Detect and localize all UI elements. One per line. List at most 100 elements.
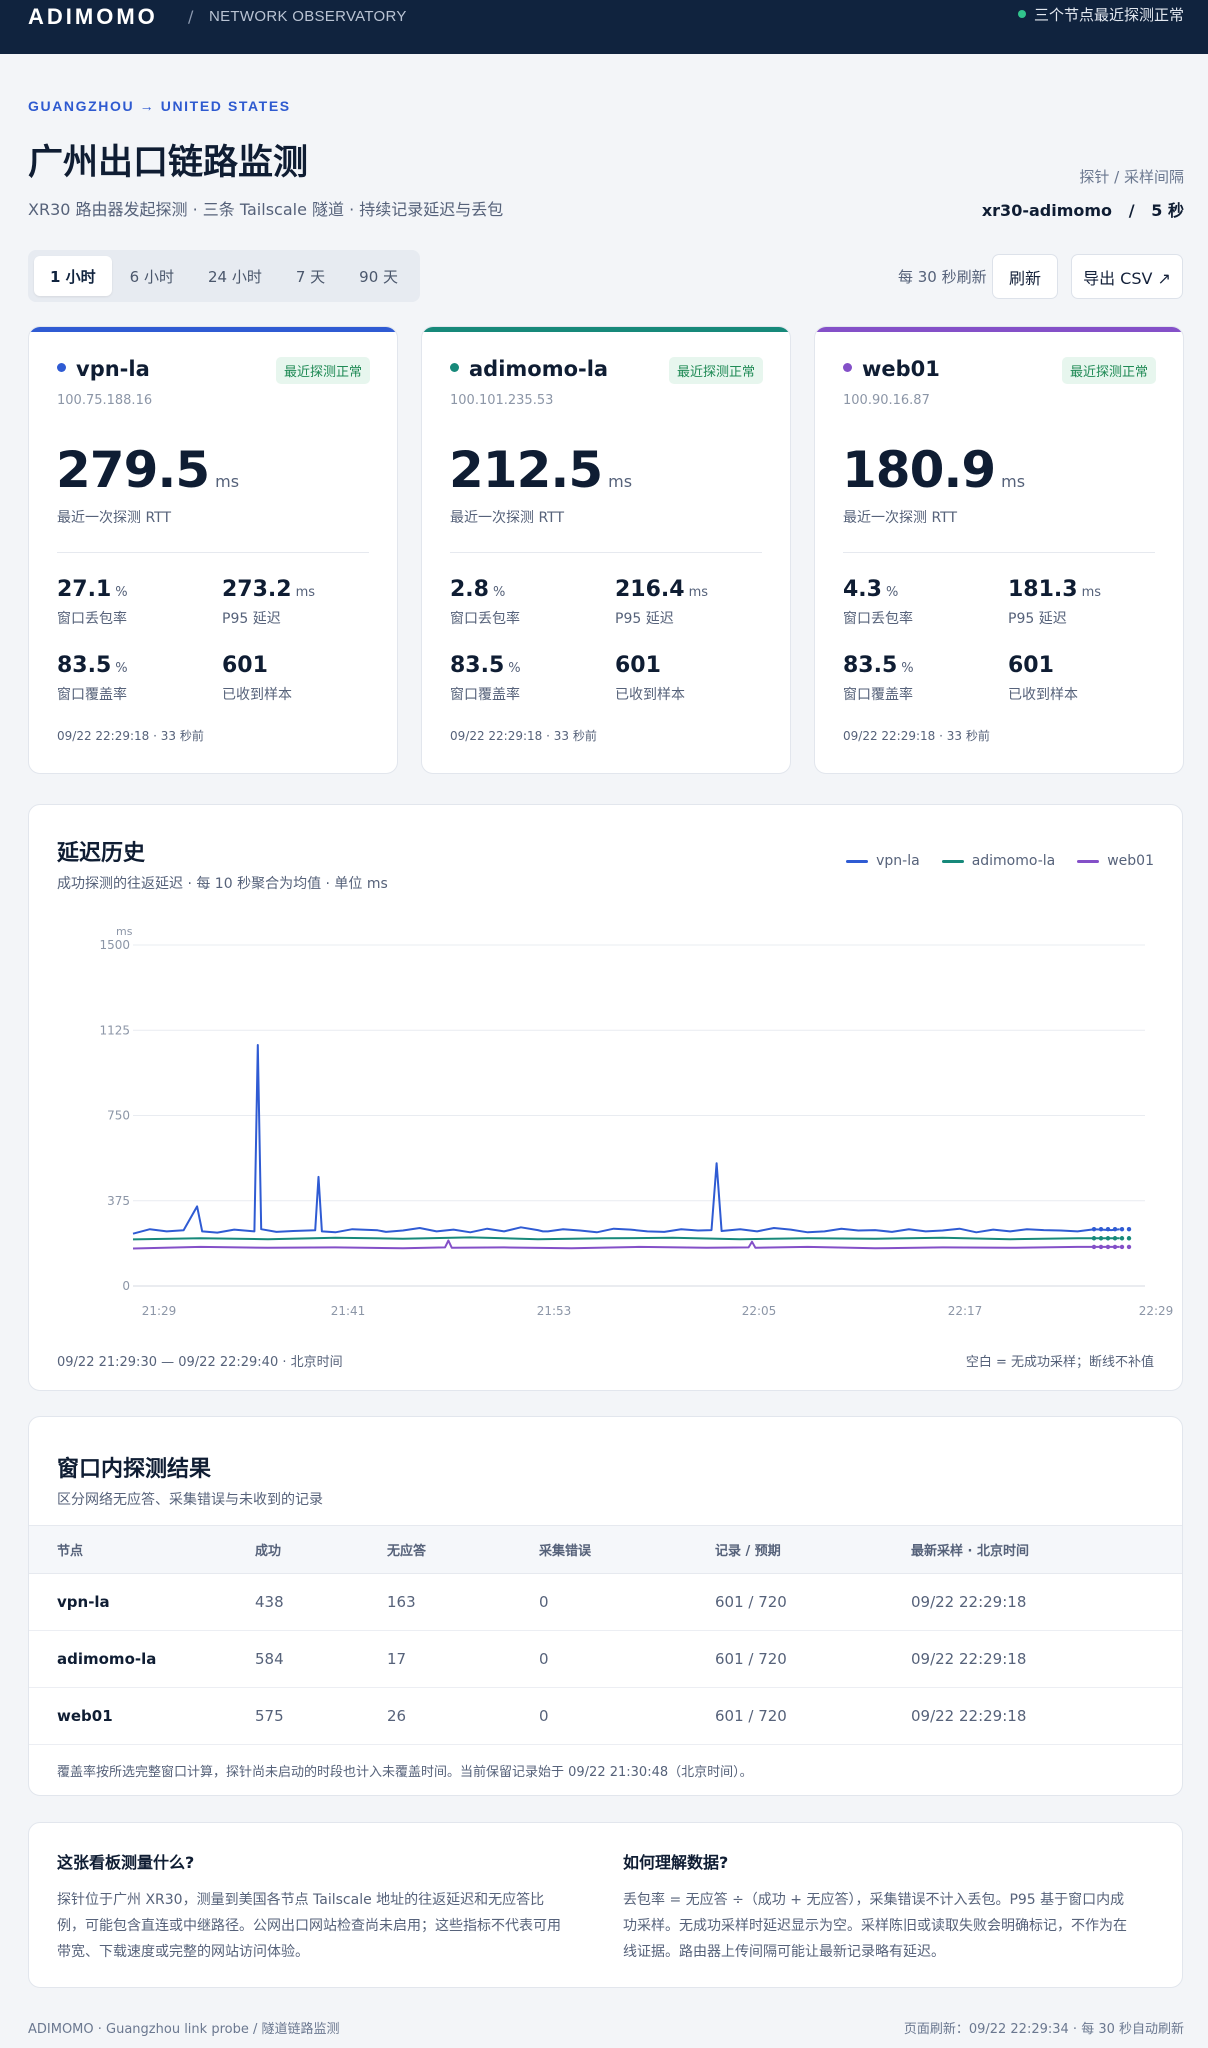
metric-label: 已收到样本 — [615, 687, 685, 703]
info-what: 这张看板测量什么? 探针位于广州 XR30，测量到美国各节点 Tailscale… — [57, 1849, 569, 1965]
brand-logo[interactable]: ADIMOMO — [28, 4, 158, 29]
series-line-vpn-la — [132, 1044, 1120, 1235]
tab-range-4[interactable]: 90 天 — [359, 267, 399, 286]
tab-range-2[interactable]: 24 小时 — [207, 267, 262, 286]
metric-value: 2.8% — [450, 577, 600, 602]
series-point-vpn-la — [1098, 1226, 1104, 1232]
metric-number: 601 — [1008, 653, 1054, 678]
metric-p95-latency: 273.2 ms P95 延迟 — [222, 577, 372, 628]
series-line-adimomo-la — [132, 1236, 1120, 1241]
legend-item-vpn-la[interactable]: vpn-la — [846, 853, 920, 869]
table-cell: 601 / 720 — [715, 1573, 911, 1631]
metric-value: 601 — [222, 653, 372, 678]
table-row: web01 575 26 0 601 / 720 09/22 22:29:18 — [29, 1687, 1182, 1745]
metric-label: 窗口覆盖率 — [450, 687, 520, 703]
metric-loss-rate: 4.3% 窗口丢包率 — [843, 577, 993, 628]
footer-right: 页面刷新：09/22 22:29:34 · 每 30 秒自动刷新 — [903, 2022, 1184, 2037]
legend-item-web01[interactable]: web01 — [1077, 853, 1154, 869]
chart-note: 空白 = 无成功采样；断线不补值 — [965, 1355, 1154, 1370]
series-point-vpn-la — [1126, 1226, 1132, 1232]
metric-coverage-rate: 83.5% 窗口覆盖率 — [450, 653, 600, 704]
metric-unit: % — [115, 585, 128, 600]
y-tick-label: 1125 — [99, 1023, 130, 1037]
metric-value: 601 — [615, 653, 765, 678]
node-rtt-value: 279.5 — [56, 441, 210, 499]
table-cell: 0 — [539, 1630, 715, 1688]
table-cell: adimomo-la — [29, 1630, 255, 1688]
latency-title: 延迟历史 — [57, 841, 146, 866]
legend-swatch — [941, 859, 964, 863]
series-point-vpn-la — [1091, 1226, 1097, 1232]
refresh-button[interactable]: 刷新 — [992, 254, 1058, 299]
footer-left: ADIMOMO · Guangzhou link probe / 隧道链路监测 — [28, 2022, 340, 2037]
node-rtt-unit: ms — [608, 472, 633, 491]
node-accent-stripe — [29, 327, 397, 332]
series-point-web01 — [1105, 1244, 1111, 1250]
time-range-tabs: 1 小时 6 小时 24 小时 7 天 90 天 — [28, 250, 421, 302]
node-last-sample: 09/22 22:29:18 · 33 秒前 — [843, 729, 990, 743]
metric-number: 83.5 — [57, 653, 112, 678]
table-cell: 09/22 22:29:18 — [911, 1573, 1182, 1631]
results-footnote: 覆盖率按所选完整窗口计算，探针尚未启动的时段也计入未覆盖时间。当前保留记录始于 … — [57, 1765, 753, 1780]
node-name-text: adimomo-la — [469, 357, 609, 381]
metric-label: 已收到样本 — [1008, 687, 1078, 703]
series-point-vpn-la — [1112, 1226, 1118, 1232]
node-accent-stripe — [422, 327, 790, 332]
status-dot-icon — [1017, 10, 1026, 18]
probe-label: 探针 / 采样间隔 — [1079, 168, 1184, 186]
metric-samples-received: 601 已收到样本 — [1008, 653, 1158, 704]
metric-value: 601 — [1008, 653, 1158, 678]
legend-label: vpn-la — [876, 853, 920, 869]
metric-value: 216.4 ms — [615, 577, 765, 602]
metric-number: 27.1 — [57, 577, 112, 602]
series-point-web01 — [1119, 1244, 1125, 1250]
y-tick-label: 1500 — [99, 938, 130, 952]
metric-number: 4.3 — [843, 577, 882, 602]
results-subtitle: 区分网络无应答、采集错误与未收到的记录 — [57, 1492, 323, 1508]
info-how-title: 如何理解数据? — [623, 1853, 729, 1872]
y-tick-label: 750 — [107, 1109, 130, 1123]
metric-unit: % — [492, 585, 506, 600]
series-point-web01 — [1091, 1244, 1097, 1250]
metric-p95-latency: 216.4 ms P95 延迟 — [615, 577, 765, 628]
refresh-note: 每 30 秒刷新 — [898, 268, 987, 286]
node-ip: 100.90.16.87 — [843, 393, 930, 408]
metric-label: 已收到样本 — [222, 687, 292, 703]
metric-loss-rate: 2.8% 窗口丢包率 — [450, 577, 600, 628]
node-card-adimomo-la: adimomo-la 最近探测正常 100.101.235.53 212.5 ms 最近一… — [421, 326, 791, 774]
divider — [450, 552, 762, 553]
x-tick-label: 21:53 — [537, 1304, 572, 1318]
tab-range-1[interactable]: 6 小时 — [129, 267, 174, 286]
node-status-badge: 最近探测正常 — [668, 357, 763, 384]
info-how: 如何理解数据? 丢包率 = 无应答 ÷（成功 + 无应答），采集错误不计入丢包。… — [623, 1849, 1135, 1965]
node-rtt: 279.5 ms — [56, 441, 239, 499]
series-point-adimomo-la — [1112, 1236, 1118, 1241]
node-last-sample: 09/22 22:29:18 · 33 秒前 — [57, 729, 204, 743]
series-point-adimomo-la — [1119, 1236, 1125, 1241]
y-tick-label: 0 — [122, 1279, 130, 1293]
x-tick-label: 22:29 — [1139, 1304, 1174, 1318]
tab-range-3[interactable]: 7 天 — [295, 267, 326, 286]
brand-subtitle: NETWORK OBSERVATORY — [209, 8, 407, 25]
series-point-adimomo-la — [1105, 1236, 1111, 1241]
node-rtt: 212.5 ms — [449, 441, 632, 499]
page-title: 广州出口链路监测 — [28, 143, 309, 183]
metric-label: P95 延迟 — [222, 611, 281, 627]
page-subtitle: XR30 路由器发起探测 · 三条 Tailscale 隧道 · 持续记录延迟与… — [28, 200, 504, 219]
tab-range-0[interactable]: 1 小时 — [34, 256, 112, 296]
latency-subtitle: 成功探测的往返延迟 · 每 10 秒聚合为均值 · 单位 ms — [57, 876, 388, 892]
metric-value: 181.3 ms — [1008, 577, 1158, 602]
legend-item-adimomo-la[interactable]: adimomo-la — [941, 853, 1055, 869]
brand-separator: / — [188, 7, 194, 26]
metric-coverage-rate: 83.5% 窗口覆盖率 — [843, 653, 993, 704]
metric-number: 83.5 — [450, 653, 505, 678]
legend-label: web01 — [1107, 853, 1154, 869]
metric-unit: % — [508, 661, 521, 676]
results-table: 节点 成功 无应答 采集错误 记录 / 预期 最新采样 · 北京时间 vpn-la 438 1… — [29, 1525, 1182, 1745]
series-point-vpn-la — [1119, 1226, 1125, 1232]
table-cell: web01 — [29, 1687, 255, 1745]
node-color-dot-icon — [57, 363, 66, 372]
metric-label: 窗口覆盖率 — [843, 687, 913, 703]
export-csv-button[interactable]: 导出 CSV ↗ — [1071, 254, 1183, 299]
table-cell: 163 — [387, 1573, 539, 1631]
